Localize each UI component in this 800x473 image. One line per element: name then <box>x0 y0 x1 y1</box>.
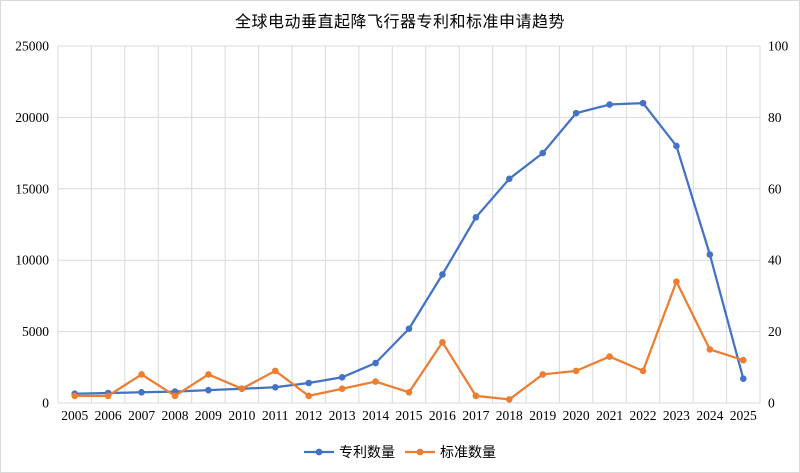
data-point <box>439 339 446 346</box>
data-point <box>706 346 714 353</box>
data-point <box>171 392 179 400</box>
right-axis-tick-label: 60 <box>768 181 782 196</box>
data-point <box>673 278 680 285</box>
x-axis-tick-label: 2008 <box>162 408 189 423</box>
right-axis-tick-label: 0 <box>768 396 775 411</box>
data-point <box>706 251 714 258</box>
data-point <box>472 392 480 400</box>
data-point <box>338 373 346 381</box>
data-point <box>338 385 346 393</box>
x-axis-tick-label: 2011 <box>262 408 289 423</box>
series-line-专利数量 <box>73 101 745 395</box>
x-axis-tick-label: 2016 <box>429 408 456 423</box>
x-axis-tick-label: 2022 <box>630 408 657 423</box>
right-axis-tick-label: 40 <box>768 253 782 268</box>
standard-line-marker-icon <box>405 448 435 456</box>
left-axis-tick-label: 15000 <box>15 181 49 196</box>
data-point <box>104 392 112 400</box>
data-point <box>606 101 613 108</box>
data-point <box>439 271 446 278</box>
data-point <box>539 371 547 378</box>
legend-item-standards: 标准数量 <box>405 442 496 462</box>
left-axis-tick-label: 20000 <box>15 110 49 125</box>
x-axis-tick-label: 2025 <box>730 408 757 423</box>
x-axis-tick-label: 2020 <box>563 408 590 423</box>
right-axis-tick-label: 20 <box>768 324 782 339</box>
data-point <box>405 388 413 396</box>
data-point <box>372 378 379 385</box>
chart-title: 全球电动垂直起降飞行器专利和标准申请趋势 <box>234 14 565 31</box>
data-point <box>639 99 647 107</box>
data-point <box>505 396 513 403</box>
x-axis-tick-label: 2023 <box>663 408 690 423</box>
data-point <box>739 375 747 383</box>
left-axis-tick-label: 0 <box>42 396 49 411</box>
left-axis-tick-label: 10000 <box>15 253 49 268</box>
right-axis-tick-label: 100 <box>768 39 789 54</box>
right-axis-tick-label: 80 <box>768 110 782 125</box>
x-axis-tick-label: 2005 <box>61 408 88 423</box>
data-point <box>739 356 747 364</box>
data-point <box>639 367 647 375</box>
data-point <box>138 371 145 378</box>
data-point <box>305 379 313 387</box>
left-axis-tick-label: 5000 <box>22 324 49 339</box>
legend: 专利数量 标准数量 <box>1 442 799 462</box>
data-point <box>71 392 79 400</box>
x-axis-tick-label: 2018 <box>496 408 523 423</box>
x-axis-tick-label: 2021 <box>596 408 623 423</box>
x-axis-tick-label: 2013 <box>329 408 356 423</box>
x-axis-tick-label: 2015 <box>396 408 423 423</box>
data-point <box>472 214 480 221</box>
data-point <box>238 385 246 393</box>
x-axis-tick-label: 2006 <box>95 408 122 423</box>
data-point <box>205 371 212 378</box>
patent-line-marker-icon <box>304 448 334 456</box>
left-axis-tick-label: 25000 <box>15 39 49 54</box>
data-point <box>539 149 547 157</box>
data-point <box>405 325 413 333</box>
legend-item-patents: 专利数量 <box>304 442 395 462</box>
legend-label-standards: 标准数量 <box>440 446 496 461</box>
x-axis-tick-label: 2012 <box>295 408 322 423</box>
data-point <box>372 359 379 367</box>
data-point <box>606 353 613 360</box>
legend-label-patents: 专利数量 <box>339 446 395 461</box>
x-axis-tick-label: 2014 <box>362 408 389 423</box>
data-point <box>205 386 212 394</box>
x-axis-tick-label: 2009 <box>195 408 222 423</box>
data-point <box>305 392 313 400</box>
data-point <box>673 142 680 150</box>
series-line-标准数量 <box>73 280 745 401</box>
data-point <box>138 388 145 396</box>
x-axis-tick-label: 2024 <box>696 408 723 423</box>
data-point <box>271 367 279 375</box>
x-axis-tick-label: 2010 <box>228 408 255 423</box>
x-axis-tick-label: 2019 <box>529 408 556 423</box>
data-point <box>505 175 513 183</box>
x-axis-tick-label: 2007 <box>128 408 155 423</box>
data-point <box>271 383 279 391</box>
x-axis-tick-label: 2017 <box>462 408 489 423</box>
data-point <box>572 109 580 117</box>
data-point <box>572 367 580 375</box>
